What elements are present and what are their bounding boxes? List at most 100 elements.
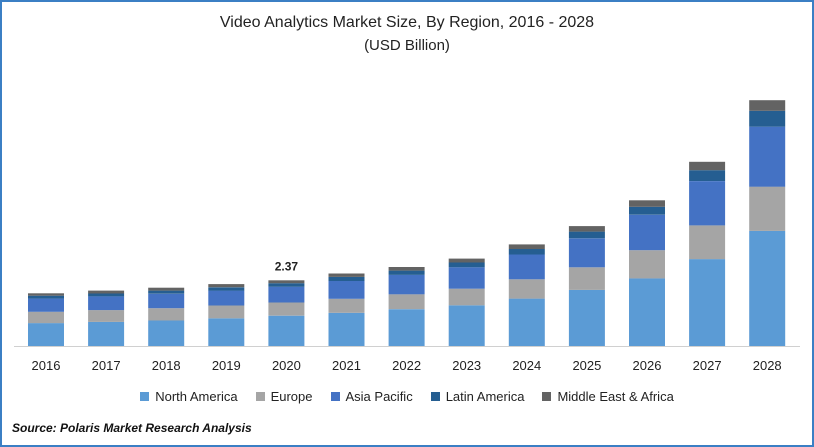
bar-segment-latin-america-2020 — [268, 283, 305, 287]
x-tick-label: 2020 — [272, 358, 301, 373]
bar-segment-europe-2024 — [508, 279, 545, 299]
bar-segment-north-america-2023 — [448, 305, 485, 346]
bar-segment-asia-pacific-2020 — [268, 286, 305, 303]
bar-segment-asia-pacific-2028 — [749, 126, 786, 187]
legend-item-middle-east-africa: Middle East & Africa — [542, 389, 674, 404]
legend-label: Latin America — [445, 389, 525, 404]
bar-segment-europe-2023 — [448, 288, 485, 306]
bar-segment-north-america-2017 — [88, 321, 125, 346]
bar-segment-middle-east-africa-2016 — [28, 293, 64, 296]
bar-segment-latin-america-2021 — [328, 276, 365, 281]
chart-subtitle: (USD Billion) — [364, 37, 450, 54]
bar-segment-europe-2019 — [208, 305, 245, 319]
bar-segment-europe-2027 — [689, 225, 726, 260]
bar-segment-latin-america-2016 — [28, 295, 64, 299]
bar-segment-middle-east-africa-2024 — [508, 244, 545, 249]
x-tick-label: 2025 — [572, 358, 601, 373]
bar-segment-latin-america-2018 — [148, 290, 185, 294]
chart-title: Video Analytics Market Size, By Region, … — [219, 14, 595, 31]
bar-segment-asia-pacific-2018 — [148, 293, 185, 309]
bar-segment-asia-pacific-2026 — [629, 214, 665, 251]
bar-segment-north-america-2020 — [268, 315, 305, 346]
bar-segment-asia-pacific-2024 — [508, 254, 545, 280]
legend-item-europe: Europe — [255, 389, 313, 404]
bar-segment-asia-pacific-2016 — [28, 298, 64, 312]
legend-item-latin-america: Latin America — [430, 389, 525, 404]
bar-segment-europe-2020 — [268, 302, 305, 316]
bar-segment-europe-2018 — [148, 308, 185, 321]
bar-segment-middle-east-africa-2027 — [689, 161, 726, 171]
data-label-2020: 2.37 — [275, 259, 299, 273]
legend-swatch — [255, 392, 265, 401]
bar-segment-middle-east-africa-2026 — [629, 200, 665, 207]
bar-segment-middle-east-africa-2021 — [328, 273, 365, 277]
x-tick-label: 2018 — [152, 358, 181, 373]
legend-swatch — [330, 392, 340, 401]
bar-segment-asia-pacific-2017 — [88, 296, 125, 311]
bar-segment-latin-america-2027 — [689, 170, 726, 181]
x-tick-label: 2016 — [32, 358, 61, 373]
bar-segment-latin-america-2024 — [508, 249, 545, 255]
legend-swatch — [140, 392, 150, 401]
bar-segment-latin-america-2025 — [568, 231, 605, 239]
chart-legend: North America Europe Asia Pacific Latin … — [0, 389, 814, 404]
bar-segment-latin-america-2026 — [629, 206, 665, 215]
bar-segment-middle-east-africa-2019 — [208, 284, 245, 288]
bar-segment-asia-pacific-2027 — [689, 181, 726, 226]
legend-item-north-america: North America — [140, 389, 238, 404]
bar-segment-europe-2017 — [88, 310, 125, 322]
bar-segment-europe-2021 — [328, 298, 365, 313]
x-tick-label: 2017 — [92, 358, 121, 373]
bar-segment-north-america-2028 — [749, 230, 786, 346]
bar-segment-middle-east-africa-2017 — [88, 290, 125, 294]
legend-label: Europe — [270, 389, 313, 404]
x-tick-label: 2022 — [392, 358, 421, 373]
bar-segment-latin-america-2019 — [208, 287, 245, 291]
x-tick-label: 2028 — [753, 358, 782, 373]
bar-segment-asia-pacific-2022 — [388, 275, 425, 295]
bar-segment-north-america-2018 — [148, 320, 185, 346]
bar-segment-north-america-2026 — [629, 278, 665, 346]
bar-segment-middle-east-africa-2022 — [388, 267, 425, 271]
bar-segment-north-america-2019 — [208, 318, 245, 346]
bar-segment-latin-america-2017 — [88, 293, 125, 297]
bar-segment-europe-2022 — [388, 294, 425, 310]
legend-label: North America — [155, 389, 238, 404]
legend-item-asia-pacific: Asia Pacific — [330, 389, 413, 404]
x-tick-label: 2027 — [693, 358, 722, 373]
legend-swatch — [430, 392, 440, 401]
bar-segment-middle-east-africa-2018 — [148, 287, 185, 291]
bar-segment-europe-2028 — [749, 186, 786, 231]
bar-segment-north-america-2022 — [388, 309, 425, 346]
legend-label: Asia Pacific — [345, 389, 413, 404]
bar-segment-middle-east-africa-2023 — [448, 258, 485, 263]
legend-swatch — [542, 392, 552, 401]
bar-segment-middle-east-africa-2025 — [568, 226, 605, 232]
bar-segment-middle-east-africa-2020 — [268, 280, 305, 284]
source-note: Source: Polaris Market Research Analysis — [12, 421, 252, 435]
x-tick-label: 2019 — [212, 358, 241, 373]
bar-segment-asia-pacific-2023 — [448, 267, 485, 289]
bar-segment-latin-america-2023 — [448, 262, 485, 268]
bar-segment-asia-pacific-2019 — [208, 290, 245, 306]
bar-segment-latin-america-2028 — [749, 110, 786, 127]
x-tick-label: 2021 — [332, 358, 361, 373]
bar-segment-middle-east-africa-2028 — [749, 100, 786, 111]
bar-segment-north-america-2021 — [328, 312, 365, 346]
bar-segment-europe-2016 — [28, 311, 64, 324]
legend-label: Middle East & Africa — [557, 389, 674, 404]
x-tick-label: 2026 — [633, 358, 662, 373]
bar-segment-asia-pacific-2021 — [328, 281, 365, 299]
bar-segment-europe-2026 — [629, 250, 665, 279]
x-tick-label: 2024 — [512, 358, 541, 373]
bar-segment-asia-pacific-2025 — [568, 238, 605, 268]
bar-segment-north-america-2024 — [508, 298, 545, 346]
bar-segment-north-america-2025 — [568, 289, 605, 346]
bar-segment-north-america-2027 — [689, 259, 726, 346]
x-tick-label: 2023 — [452, 358, 481, 373]
bar-segment-europe-2025 — [568, 267, 605, 290]
bar-segment-latin-america-2022 — [388, 270, 425, 275]
bar-segment-north-america-2016 — [28, 323, 64, 346]
